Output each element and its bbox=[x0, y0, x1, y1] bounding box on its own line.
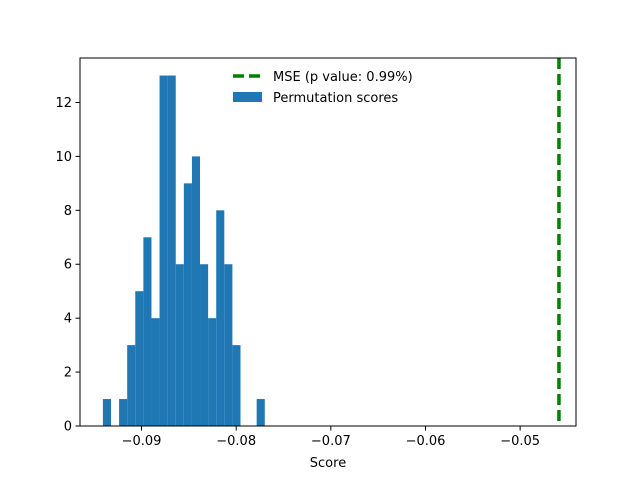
histogram-bar bbox=[167, 75, 176, 427]
histogram-bar bbox=[224, 264, 233, 426]
y-tick-label: 10 bbox=[55, 150, 72, 165]
histogram-bar bbox=[208, 318, 217, 426]
histogram-bars bbox=[102, 75, 265, 427]
histogram-bar bbox=[119, 399, 128, 426]
histogram-bar bbox=[256, 399, 265, 426]
histogram-bar bbox=[102, 399, 111, 426]
histogram-bar bbox=[143, 237, 152, 426]
histogram-bar bbox=[232, 345, 241, 426]
histogram-bar bbox=[175, 264, 184, 426]
legend-mse-label: MSE (p value: 0.99%) bbox=[273, 70, 413, 85]
y-tick-label: 6 bbox=[64, 258, 72, 273]
histogram-bar bbox=[159, 75, 168, 427]
histogram-bar bbox=[216, 210, 225, 426]
histogram-bar bbox=[183, 183, 192, 426]
legend-permutation-swatch bbox=[233, 92, 262, 102]
y-tick-label: 8 bbox=[64, 204, 72, 219]
histogram-bar bbox=[135, 291, 144, 426]
x-tick-label: −0.07 bbox=[311, 434, 351, 449]
histogram-bar bbox=[191, 156, 201, 426]
y-tick-label: 2 bbox=[64, 366, 72, 381]
x-tick-label: −0.08 bbox=[216, 434, 256, 449]
x-tick-label: −0.09 bbox=[122, 434, 162, 449]
x-tick-label: −0.05 bbox=[500, 434, 540, 449]
legend-permutation-label: Permutation scores bbox=[273, 91, 398, 106]
y-tick-label: 0 bbox=[64, 420, 72, 435]
histogram-bar bbox=[200, 264, 209, 426]
x-tick-label: −0.06 bbox=[406, 434, 446, 449]
y-axis-ticks: 0 2 4 6 8 10 12 bbox=[55, 96, 80, 435]
axes-frame bbox=[79, 57, 577, 427]
y-tick-label: 4 bbox=[64, 312, 72, 327]
x-axis-ticks: −0.09 −0.08 −0.07 −0.06 −0.05 bbox=[122, 426, 540, 449]
histogram-bar bbox=[151, 318, 160, 426]
y-tick-label: 12 bbox=[55, 96, 72, 111]
legend: MSE (p value: 0.99%) Permutation scores bbox=[233, 70, 413, 106]
histogram-bar bbox=[127, 345, 136, 426]
x-axis-label: Score bbox=[310, 456, 346, 471]
